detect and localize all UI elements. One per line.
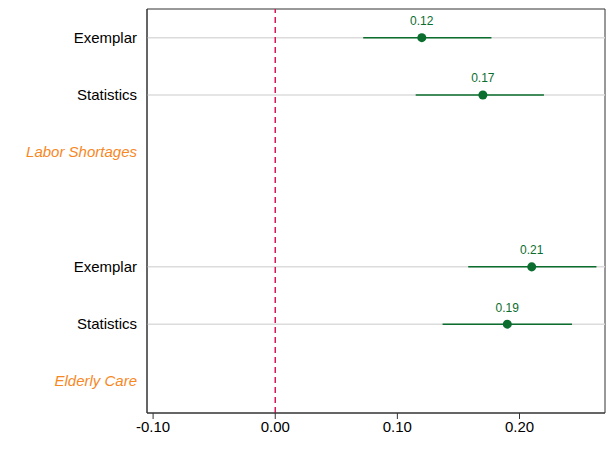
svg-text:Elderly Care: Elderly Care [54,372,137,389]
svg-text:Labor Shortages: Labor Shortages [26,143,137,160]
svg-text:0.10: 0.10 [383,418,412,435]
svg-text:0.21: 0.21 [520,243,544,257]
svg-text:Statistics: Statistics [77,315,137,332]
svg-text:-0.10: -0.10 [136,418,170,435]
svg-text:0.19: 0.19 [496,301,520,315]
svg-text:Statistics: Statistics [77,86,137,103]
svg-text:Exemplar: Exemplar [74,29,137,46]
svg-text:0.12: 0.12 [410,14,434,28]
svg-text:0.17: 0.17 [471,71,495,85]
svg-text:0.20: 0.20 [505,418,534,435]
svg-text:Exemplar: Exemplar [74,258,137,275]
svg-text:0.00: 0.00 [261,418,290,435]
